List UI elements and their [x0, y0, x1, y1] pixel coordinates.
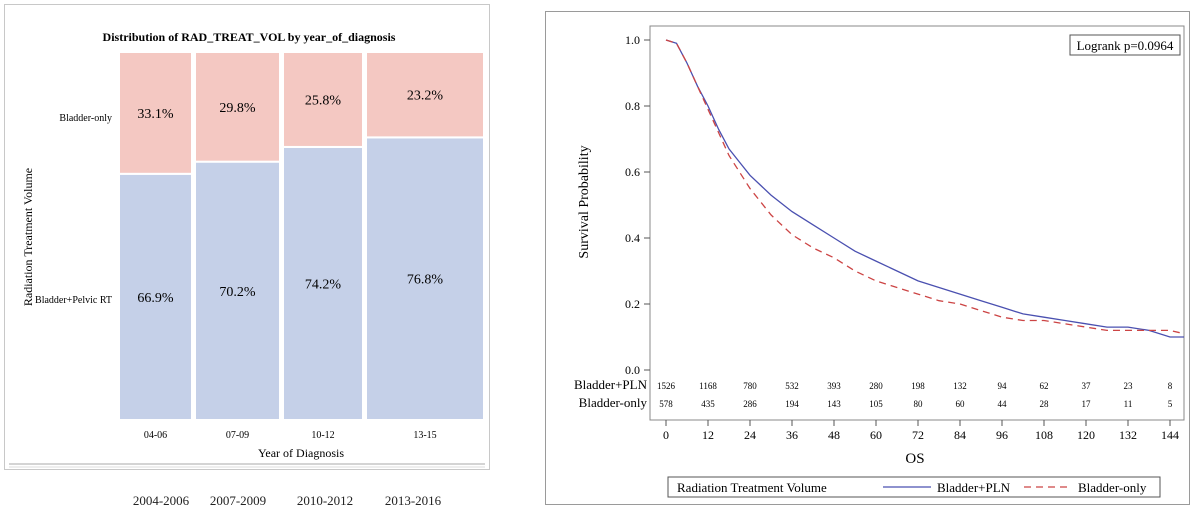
at-risk-count: 194: [785, 399, 799, 409]
bar-category-tick-label: 10-12: [311, 430, 334, 441]
logrank-box: [1069, 34, 1181, 56]
x-tick-label: 12: [702, 428, 714, 442]
at-risk-count: 11: [1124, 399, 1133, 409]
series-label-bladder-only: Bladder-only: [59, 113, 112, 124]
at-risk-count: 17: [1082, 399, 1092, 409]
bar-chart-title: Distribution of RAD_TREAT_VOL by year_of…: [103, 30, 396, 44]
bar-category-tick-label: 13-15: [413, 430, 436, 441]
bar-value-label: 70.2%: [219, 285, 256, 300]
at-risk-count: 8: [1168, 381, 1173, 391]
at-risk-count: 578: [659, 399, 673, 409]
bar-segment-bladder-pelvic: [282, 145, 364, 421]
bar-value-label: 66.9%: [137, 291, 174, 306]
x-tick-label: 48: [828, 428, 840, 442]
x-tick-label: 120: [1077, 428, 1095, 442]
at-risk-count: 143: [827, 399, 841, 409]
at-risk-count: 23: [1124, 381, 1134, 391]
at-risk-count: 5: [1168, 399, 1173, 409]
risk-label-pln: Bladder+PLN: [574, 377, 648, 392]
at-risk-count: 105: [869, 399, 883, 409]
at-risk-count: 62: [1040, 381, 1049, 391]
bar-value-label: 33.1%: [137, 107, 174, 122]
y-tick-label: 0.0: [625, 363, 640, 377]
y-tick-label: 0.4: [625, 231, 640, 245]
y-tick-label: 0.6: [625, 165, 640, 179]
x-tick-label: 144: [1161, 428, 1179, 442]
x-tick-label: 36: [786, 428, 798, 442]
risk-label-only: Bladder-only: [579, 395, 648, 410]
bar-chart-ylabel: Radiation Treatment Volume: [21, 168, 35, 306]
year-range-label: 2007-2009: [209, 493, 267, 508]
bar-chart-xlabel: Year of Diagnosis: [258, 446, 344, 460]
x-tick-label: 24: [744, 428, 756, 442]
x-tick-label: 84: [954, 428, 966, 442]
at-risk-count: 60: [956, 399, 966, 409]
survival-chart-panel: Survival Probability OS Logrank p=0.0964…: [545, 11, 1190, 505]
bar-category-tick-label: 04-06: [144, 430, 167, 441]
bar-value-label: 23.2%: [407, 89, 444, 104]
at-risk-count: 1168: [699, 381, 717, 391]
at-risk-count: 1526: [657, 381, 676, 391]
x-tick-label: 108: [1035, 428, 1053, 442]
at-risk-count: 435: [701, 399, 715, 409]
x-tick-label: 0: [663, 428, 669, 442]
bar-value-label: 76.8%: [407, 273, 444, 288]
km-legend-title: Radiation Treatment Volume: [677, 480, 827, 495]
year-range-label: 2004-2006: [132, 493, 190, 508]
legend-label-only: Bladder-only: [1078, 480, 1147, 495]
series-label-bladder-pelvic: Bladder+Pelvic RT: [35, 295, 112, 306]
km-xlabel: OS: [905, 451, 924, 467]
x-tick-label: 96: [996, 428, 1008, 442]
at-risk-count: 532: [785, 381, 799, 391]
stacked-bar-chart: Distribution of RAD_TREAT_VOL by year_of…: [9, 30, 485, 468]
at-risk-count: 198: [911, 381, 925, 391]
legend-label-pln: Bladder+PLN: [937, 480, 1011, 495]
bar-segment-bladder-pelvic: [365, 136, 485, 421]
bar-segment-bladder-only: [365, 51, 485, 139]
bar-segment-bladder-pelvic: [118, 172, 193, 421]
bar-value-label: 29.8%: [219, 101, 256, 116]
kaplan-meier-chart: Survival Probability OS Logrank p=0.0964…: [574, 25, 1185, 498]
at-risk-count: 80: [914, 399, 924, 409]
x-tick-label: 132: [1119, 428, 1137, 442]
km-ylabel: Survival Probability: [577, 145, 592, 258]
y-tick-label: 0.2: [625, 297, 640, 311]
bar-segment-bladder-only: [118, 51, 193, 175]
year-range-label: 2010-2012: [296, 493, 354, 508]
x-tick-label: 60: [870, 428, 882, 442]
at-risk-count: 393: [827, 381, 841, 391]
bar-value-label: 25.8%: [305, 93, 342, 108]
bar-value-label: 74.2%: [305, 277, 342, 292]
y-tick-label: 0.8: [625, 99, 640, 113]
at-risk-count: 280: [869, 381, 883, 391]
year-range-label: 2013-2016: [384, 493, 442, 508]
survival-line-bladder-only: [665, 39, 1185, 335]
at-risk-count: 132: [953, 381, 967, 391]
y-tick-label: 1.0: [625, 33, 640, 47]
bar-segment-bladder-only: [282, 51, 364, 148]
at-risk-count: 37: [1082, 381, 1092, 391]
at-risk-count: 94: [998, 381, 1008, 391]
at-risk-count: 780: [743, 381, 757, 391]
bar-segment-bladder-only: [194, 51, 281, 163]
bar-category-tick-label: 07-09: [226, 430, 249, 441]
stacked-bar-chart-panel: Distribution of RAD_TREAT_VOL by year_of…: [4, 4, 490, 470]
survival-line-bladder-pln: [665, 39, 1184, 338]
logrank-annotation: Logrank p=0.0964: [1077, 38, 1174, 53]
at-risk-count: 28: [1040, 399, 1050, 409]
x-tick-label: 72: [912, 428, 924, 442]
at-risk-count: 44: [998, 399, 1008, 409]
km-plot-frame: [649, 25, 1185, 421]
at-risk-count: 286: [743, 399, 757, 409]
